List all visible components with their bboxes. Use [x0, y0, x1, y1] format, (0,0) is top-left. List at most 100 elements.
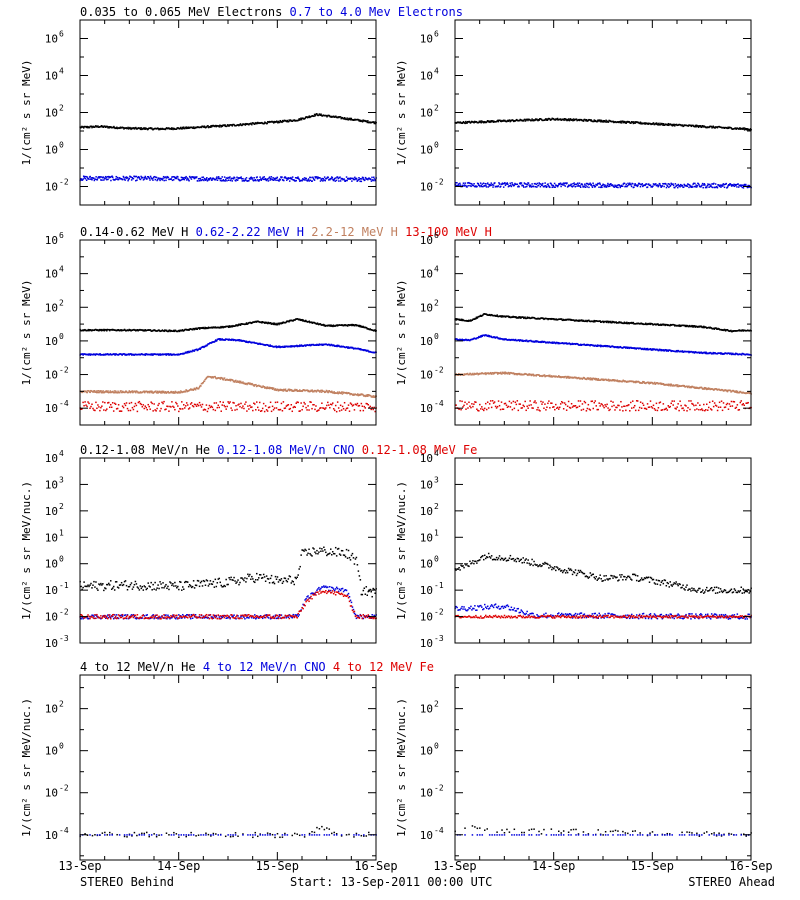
data-point	[364, 395, 367, 398]
data-point	[354, 176, 356, 179]
data-point	[740, 185, 742, 188]
data-point	[660, 123, 662, 126]
data-point	[241, 407, 243, 409]
data-point	[209, 406, 212, 409]
data-point	[719, 184, 722, 186]
data-point	[586, 186, 588, 188]
data-point	[117, 390, 119, 393]
data-point	[710, 352, 712, 354]
data-point	[112, 126, 115, 129]
data-point	[315, 390, 317, 392]
data-point	[165, 127, 167, 130]
data-point	[111, 390, 114, 393]
data-point	[109, 176, 112, 179]
data-point	[111, 175, 113, 177]
data-point	[99, 176, 102, 178]
data-point	[159, 179, 161, 182]
data-point	[294, 406, 296, 408]
data-point	[651, 348, 654, 350]
data-point	[714, 127, 716, 129]
data-point	[212, 408, 215, 411]
data-point	[219, 327, 222, 329]
data-point	[669, 184, 672, 187]
data-point	[459, 182, 461, 185]
legend-entry: 0.7 to 4.0 Mev Electrons	[282, 5, 463, 19]
data-point	[205, 178, 207, 180]
data-point	[219, 179, 222, 182]
data-point	[257, 409, 260, 411]
legend-text: 0.14-0.62 MeV H 0.62-2.22 MeV H 2.2-12 M…	[80, 225, 492, 239]
data-point	[226, 179, 228, 182]
data-point	[251, 123, 253, 126]
data-point	[619, 121, 622, 124]
y-tick-label-exponent: 4	[434, 67, 439, 76]
data-point	[371, 406, 373, 409]
series-1	[79, 175, 377, 183]
data-point	[544, 185, 547, 187]
data-point	[353, 409, 356, 411]
data-point	[233, 123, 235, 126]
data-point	[121, 405, 124, 407]
data-point	[104, 401, 106, 404]
data-point	[346, 325, 349, 327]
data-point	[215, 402, 218, 404]
data-point	[499, 185, 502, 188]
data-point	[588, 319, 590, 322]
data-point	[219, 338, 222, 340]
data-point	[293, 119, 296, 121]
data-point	[108, 127, 110, 129]
data-point	[282, 401, 285, 403]
data-point	[174, 408, 176, 411]
data-point	[351, 323, 354, 326]
data-point	[173, 391, 176, 393]
data-point	[106, 330, 108, 332]
data-point	[290, 176, 292, 179]
data-point	[206, 376, 208, 379]
data-point	[275, 121, 277, 123]
data-point	[182, 127, 184, 130]
data-point	[104, 175, 107, 178]
data-point	[167, 330, 170, 333]
data-point	[168, 329, 171, 331]
data-point	[690, 124, 692, 127]
data-point	[739, 127, 741, 129]
data-point	[336, 324, 338, 326]
series-0	[79, 318, 377, 333]
data-point	[556, 117, 559, 120]
data-point	[167, 390, 170, 393]
data-point	[278, 180, 280, 182]
data-point	[114, 403, 117, 405]
data-point	[251, 322, 254, 324]
data-point	[692, 183, 694, 185]
data-point	[310, 344, 312, 347]
y-tick-label-exponent: 6	[59, 30, 64, 39]
data-point	[692, 351, 695, 353]
data-point	[162, 175, 165, 178]
data-point	[322, 180, 324, 182]
data-point	[298, 345, 300, 348]
data-point	[660, 349, 662, 352]
data-point	[346, 346, 348, 348]
data-point	[300, 117, 302, 119]
data-point	[632, 183, 634, 185]
data-point	[199, 348, 202, 350]
data-point	[694, 124, 697, 127]
data-point	[663, 124, 666, 126]
data-point	[362, 409, 365, 412]
data-point	[254, 123, 256, 125]
data-point	[664, 324, 667, 327]
data-point	[243, 179, 246, 182]
data-point	[537, 119, 539, 122]
data-point	[206, 344, 209, 346]
data-point	[171, 401, 173, 403]
data-point	[180, 408, 182, 410]
data-point	[464, 182, 466, 184]
data-point	[116, 176, 119, 179]
data-point	[209, 177, 211, 180]
data-point	[599, 344, 601, 347]
data-point	[330, 324, 332, 326]
data-point	[639, 121, 642, 123]
data-point	[526, 317, 528, 320]
data-point	[530, 339, 532, 342]
data-point	[649, 348, 652, 350]
